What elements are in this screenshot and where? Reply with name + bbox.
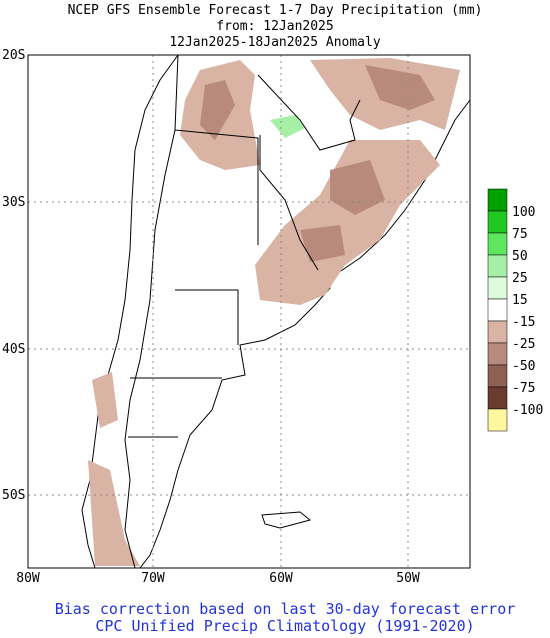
legend-label: 100 bbox=[512, 205, 535, 220]
legend-swatch bbox=[487, 188, 508, 212]
map-frame bbox=[27, 54, 471, 569]
country-border bbox=[259, 135, 319, 271]
lat-label: 50S bbox=[2, 488, 25, 503]
footer-line: Bias correction based on last 30-day for… bbox=[55, 600, 516, 618]
legend-label: -100 bbox=[512, 403, 543, 418]
country-border bbox=[257, 74, 361, 151]
legend-label: 25 bbox=[512, 271, 528, 286]
anomaly-area bbox=[255, 140, 440, 305]
anomaly-area bbox=[200, 80, 235, 140]
legend-swatch bbox=[487, 210, 508, 234]
lat-label: 30S bbox=[2, 195, 25, 210]
lon-label: 60W bbox=[269, 571, 293, 586]
legend-label: 50 bbox=[512, 249, 528, 264]
legend-label: -50 bbox=[512, 359, 535, 374]
title-line: 12Jan2025-18Jan2025 Anomaly bbox=[169, 35, 380, 50]
title-line: from: 12Jan2025 bbox=[216, 19, 333, 34]
legend-label: 75 bbox=[512, 227, 528, 242]
anomaly-area bbox=[92, 372, 118, 428]
legend-swatch bbox=[487, 342, 508, 366]
country-border bbox=[175, 289, 239, 345]
footer-line: CPC Unified Precip Climatology (1991-202… bbox=[95, 617, 474, 634]
legend-swatch bbox=[487, 386, 508, 410]
lon-label: 50W bbox=[396, 571, 420, 586]
title-line: NCEP GFS Ensemble Forecast 1-7 Day Preci… bbox=[68, 3, 483, 18]
legend-swatch bbox=[487, 232, 508, 256]
legend-swatch bbox=[487, 254, 508, 278]
island bbox=[261, 511, 312, 529]
country-border bbox=[124, 54, 179, 569]
anomaly-area bbox=[270, 115, 305, 138]
legend-swatch bbox=[487, 320, 508, 344]
map bbox=[27, 54, 471, 569]
grid bbox=[28, 55, 470, 568]
anomaly-area bbox=[365, 65, 435, 110]
anomaly-area bbox=[330, 160, 385, 215]
legend-swatch bbox=[487, 364, 508, 388]
legend-label: -15 bbox=[512, 315, 535, 330]
legend-label: -25 bbox=[512, 337, 535, 352]
anomaly-area bbox=[300, 225, 345, 262]
legend-label: 15 bbox=[512, 293, 528, 308]
country-border bbox=[174, 129, 259, 245]
lon-label: 80W bbox=[16, 571, 40, 586]
legend-label: -75 bbox=[512, 381, 535, 396]
lon-label: 70W bbox=[141, 571, 165, 586]
lat-label: 40S bbox=[2, 342, 25, 357]
lat-label: 20S bbox=[2, 48, 25, 63]
legend: 100 75 50 25 15 -15 -25 -50 -75 -100 bbox=[487, 188, 543, 432]
legend-swatch bbox=[487, 276, 508, 300]
anomaly-area bbox=[88, 460, 140, 566]
legend-swatch bbox=[487, 408, 508, 432]
legend-swatch bbox=[487, 298, 508, 322]
